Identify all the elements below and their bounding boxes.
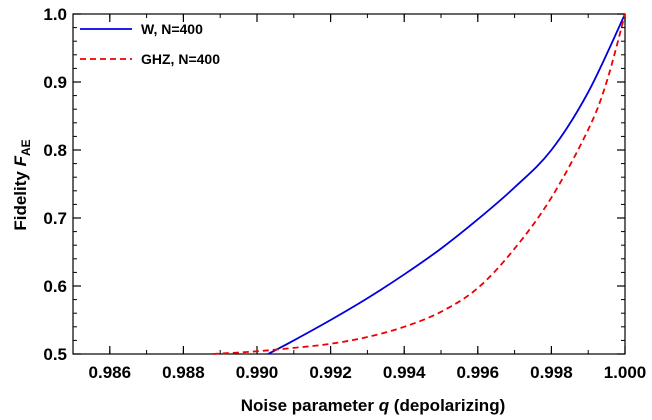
x-tick-label: 0.988 — [162, 363, 205, 382]
x-tick-label: 0.994 — [383, 363, 426, 382]
y-tick-label: 0.5 — [43, 345, 67, 364]
y-tick-label: 0.7 — [43, 209, 67, 228]
x-tick-label: 0.996 — [457, 363, 500, 382]
axes: 0.986 0.988 0.990 0.992 0.994 0.996 0.998 1.000… — [43, 5, 646, 382]
y-tick-label: 0.8 — [43, 141, 67, 160]
plot-frame — [72, 13, 626, 355]
series-line-ghz — [212, 13, 626, 355]
y-tick-label: 1.0 — [43, 5, 67, 24]
x-tick-label: 0.986 — [89, 363, 132, 382]
x-tick-label: 0.992 — [309, 363, 352, 382]
series-group — [212, 13, 626, 355]
y-axis-label: Fidelity FAE — [11, 139, 33, 230]
legend-label: W, N=400 — [141, 21, 203, 37]
x-axis-label: Noise parameter q (depolarizing) — [241, 396, 506, 415]
legend-label: GHZ, N=400 — [141, 51, 220, 67]
x-tick-label: 1.000 — [604, 363, 647, 382]
legend: W, N=400 GHZ, N=400 — [80, 21, 220, 67]
y-tick-label: 0.9 — [43, 73, 67, 92]
x-tick-label: 0.998 — [530, 363, 573, 382]
series-line-w — [267, 13, 626, 355]
y-tick-label: 0.6 — [43, 277, 67, 296]
x-tick-label: 0.990 — [236, 363, 279, 382]
